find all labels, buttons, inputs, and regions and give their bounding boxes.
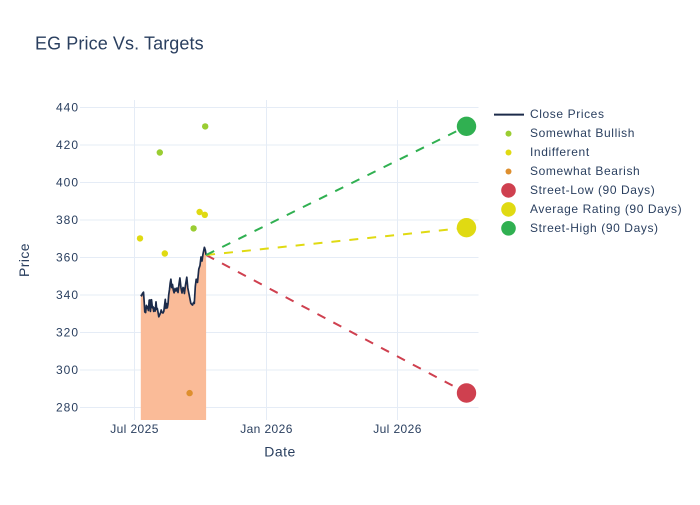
svg-text:Jul 2025: Jul 2025 (110, 422, 159, 436)
svg-text:340: 340 (56, 288, 79, 302)
svg-text:380: 380 (56, 213, 79, 227)
svg-text:Somewhat Bullish: Somewhat Bullish (530, 126, 635, 140)
svg-text:Jul 2026: Jul 2026 (373, 422, 422, 436)
svg-text:Street-Low (90 Days): Street-Low (90 Days) (530, 183, 655, 197)
svg-text:Price: Price (16, 243, 32, 277)
svg-text:Close Prices: Close Prices (530, 107, 605, 121)
svg-text:300: 300 (56, 363, 79, 377)
svg-text:Date: Date (264, 444, 296, 460)
svg-text:360: 360 (56, 251, 79, 265)
svg-text:400: 400 (56, 176, 79, 190)
svg-text:Indifferent: Indifferent (530, 145, 590, 159)
svg-text:440: 440 (56, 101, 79, 115)
svg-text:280: 280 (56, 401, 79, 415)
svg-text:Average Rating (90 Days): Average Rating (90 Days) (530, 202, 682, 216)
svg-text:EG Price Vs. Targets: EG Price Vs. Targets (35, 34, 204, 54)
svg-text:Jan 2026: Jan 2026 (240, 422, 293, 436)
svg-text:Street-High (90 Days): Street-High (90 Days) (530, 221, 659, 235)
svg-text:Somewhat Bearish: Somewhat Bearish (530, 164, 640, 178)
svg-text:320: 320 (56, 326, 79, 340)
svg-text:420: 420 (56, 138, 79, 152)
